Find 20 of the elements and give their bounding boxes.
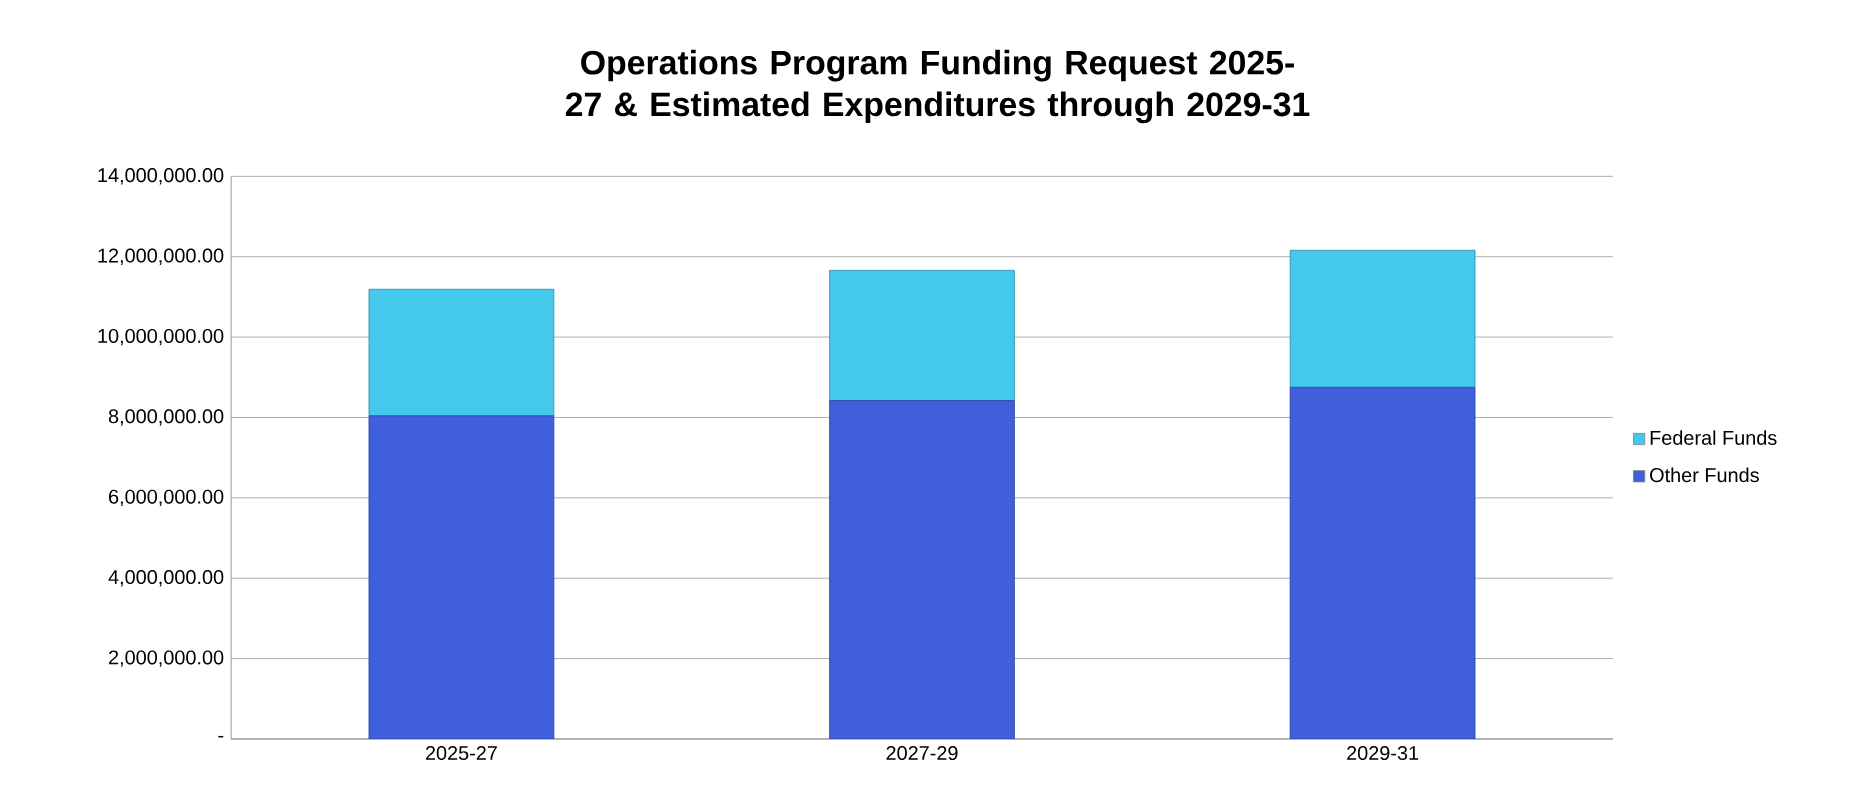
bar xyxy=(368,288,555,417)
bar xyxy=(1289,386,1476,739)
bar xyxy=(829,400,1015,739)
x-tick-label: 2025-27 xyxy=(425,745,497,760)
bar xyxy=(1289,249,1476,388)
y-tick-label: 8,000,000.00 xyxy=(108,409,224,426)
legend-label: Other Funds xyxy=(1650,467,1759,483)
chart-title: Operations Program Funding Request 2025-27 & Estimated Expenditures through 2029-31 xyxy=(565,49,1310,124)
bar xyxy=(829,269,1015,401)
bar xyxy=(368,415,555,739)
y-tick-label: 12,000,000.00 xyxy=(98,248,224,265)
legend-label: Federal Funds xyxy=(1650,430,1777,445)
y-tick-label: 4,000,000.00 xyxy=(108,569,224,587)
x-tick-label: 2029-31 xyxy=(1347,745,1419,760)
y-tick-label: 6,000,000.00 xyxy=(109,489,224,506)
y-tick-label: 2,000,000.00 xyxy=(109,650,224,667)
x-tick-label: 2027-29 xyxy=(886,745,958,760)
y-tick-label: 10,000,000.00 xyxy=(98,328,224,346)
y-tick-label: - xyxy=(218,735,224,738)
y-tick-label: 14,000,000.00 xyxy=(98,168,224,185)
